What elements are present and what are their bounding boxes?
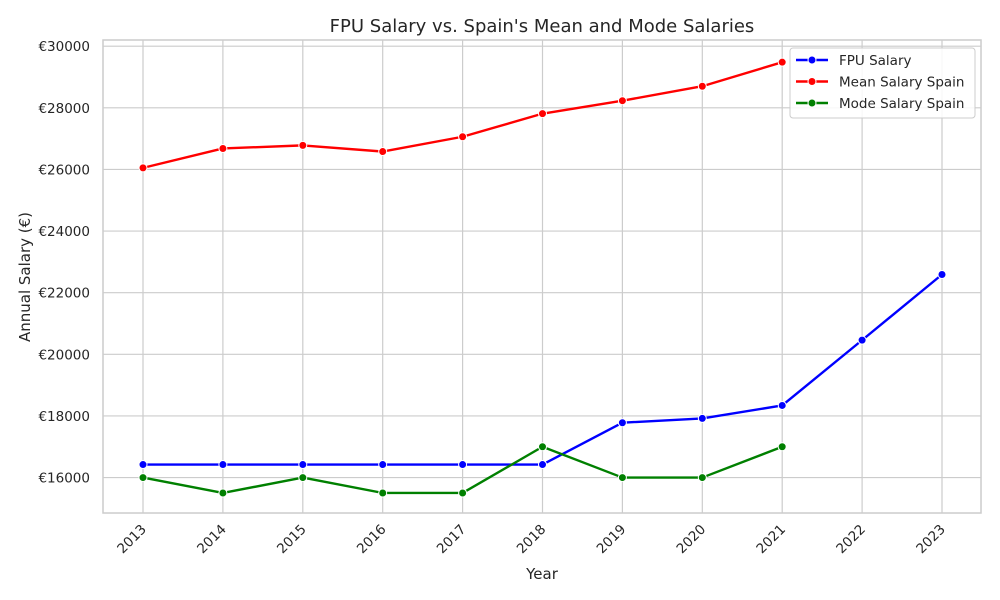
data-point <box>378 488 388 498</box>
data-point <box>617 96 627 106</box>
x-axis-label: Year <box>525 565 559 583</box>
x-tick-label: 2020 <box>674 522 710 558</box>
legend-label: FPU Salary <box>839 53 911 69</box>
data-point <box>697 473 707 483</box>
y-tick-label: €22000 <box>38 286 90 302</box>
y-axis-label: Annual Salary (€) <box>16 212 34 342</box>
legend: FPU Salary Mean Salary Spain Mode Salary S… <box>789 47 976 119</box>
data-point <box>378 460 388 470</box>
data-point <box>458 132 468 142</box>
legend-marker <box>807 77 817 86</box>
y-tick-label: €28000 <box>38 101 90 117</box>
legend-marker <box>807 55 817 65</box>
x-tick-label: 2013 <box>114 522 150 558</box>
x-axis-ticks: 2013 2014 2015 2016 2017 2018 2019 2020 2021 2022… <box>114 522 949 558</box>
data-point <box>458 460 468 470</box>
y-tick-label: €20000 <box>38 347 90 363</box>
data-point <box>458 488 468 498</box>
legend-marker <box>807 98 817 108</box>
data-point <box>538 109 547 119</box>
x-tick-label: 2018 <box>514 522 550 558</box>
data-point <box>697 413 707 423</box>
data-point <box>218 488 228 498</box>
series-1 <box>138 57 787 173</box>
data-point <box>857 335 867 345</box>
plot-frame <box>102 39 982 514</box>
chart-title: FPU Salary vs. Spain's Mean and Mode Sal… <box>330 16 755 37</box>
data-point <box>538 460 547 470</box>
series-2 <box>138 442 787 498</box>
data-point <box>138 460 148 470</box>
data-point <box>777 57 787 67</box>
legend-label: Mode Salary Spain <box>839 96 965 112</box>
series <box>138 57 947 498</box>
legend-box <box>789 47 976 119</box>
data-point <box>218 460 228 470</box>
data-point <box>298 460 308 470</box>
data-point <box>617 418 627 428</box>
data-point <box>777 442 787 452</box>
x-tick-label: 2016 <box>354 522 390 558</box>
x-tick-label: 2014 <box>194 522 230 558</box>
y-tick-label: €26000 <box>38 162 90 178</box>
data-point <box>617 473 627 483</box>
data-point <box>697 81 707 91</box>
data-point <box>378 147 388 157</box>
grid <box>103 40 981 513</box>
series-0 <box>138 269 947 470</box>
data-point <box>298 140 308 150</box>
x-tick-label: 2022 <box>833 522 869 558</box>
y-tick-label: €30000 <box>38 39 90 55</box>
x-tick-label: 2023 <box>913 522 949 558</box>
y-tick-label: €24000 <box>38 224 90 240</box>
data-point <box>538 442 547 452</box>
y-tick-label: €16000 <box>38 471 90 487</box>
y-axis-ticks: €16000 €18000 €20000 €22000 €24000 €26000 €280… <box>38 39 90 486</box>
y-tick-label: €18000 <box>38 409 90 425</box>
data-point <box>218 143 228 153</box>
data-point <box>138 163 148 173</box>
data-point <box>937 269 947 279</box>
x-tick-label: 2019 <box>594 522 630 558</box>
x-tick-label: 2017 <box>434 522 470 558</box>
x-tick-label: 2015 <box>274 522 310 558</box>
data-point <box>777 400 787 410</box>
x-tick-label: 2021 <box>753 522 789 558</box>
legend-label: Mean Salary Spain <box>839 75 965 91</box>
data-point <box>138 473 148 483</box>
data-point <box>298 473 308 483</box>
